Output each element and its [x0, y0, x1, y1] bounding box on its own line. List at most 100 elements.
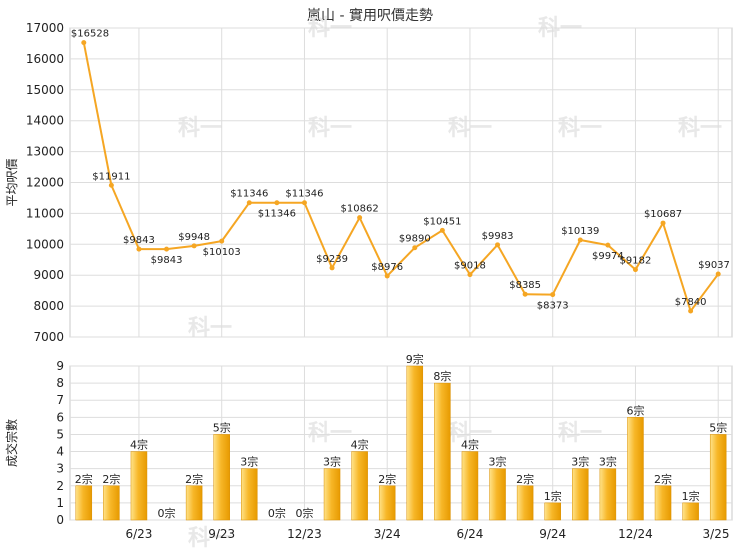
volume-y-tick-label: 8: [56, 376, 64, 390]
volume-data-label: 3宗: [571, 455, 589, 469]
price-data-label: $11346: [285, 189, 323, 200]
price-point: [495, 242, 501, 248]
price-line-segment: [662, 222, 692, 312]
price-line-segment: [607, 244, 637, 271]
price-data-label: $9843: [123, 235, 155, 246]
watermark-text: 科一: [558, 421, 602, 446]
volume-y-axis-label: 成交宗數: [4, 419, 19, 467]
price-line-segment: [634, 222, 664, 271]
volume-bar: [461, 451, 479, 521]
volume-bar: [682, 502, 699, 521]
price-point: [191, 243, 197, 249]
x-tick-label: 9/24: [539, 527, 566, 541]
volume-bar: [654, 485, 672, 521]
volume-panel: 0 1 2 3 4 5 6 7 8 9 成交宗數 2宗 2宗 4宗 0宗 2宗 5宗 3宗 0宗 0宗 3宗 4宗 2宗 9宗…: [4, 352, 733, 541]
volume-bar: [599, 468, 617, 521]
volume-data-label: 3宗: [489, 455, 507, 469]
price-point: [329, 265, 335, 271]
volume-data-label: 1宗: [682, 489, 700, 503]
volume-y-tick-label: 3: [56, 462, 64, 476]
chart-title: 嵐山 - 實用呎價走勢: [307, 7, 433, 24]
price-point: [136, 246, 142, 252]
volume-y-tick-label: 0: [56, 513, 64, 527]
price-data-label: $9843: [151, 255, 183, 266]
volume-y-tick-label: 4: [56, 445, 64, 459]
price-line-segment: [110, 184, 140, 250]
x-tick-label: 6/24: [456, 527, 483, 541]
x-tick-label: 9/23: [208, 527, 235, 541]
price-point: [384, 273, 390, 279]
price-data-label: $9890: [399, 234, 431, 245]
price-y-tick-label: 10000: [26, 237, 64, 251]
price-point: [688, 308, 694, 314]
price-y-tick-label: 15000: [26, 83, 64, 97]
price-panel: 7000 8000 9000 10000 11000 12000 13000 14000 150…: [5, 21, 733, 344]
volume-data-label: 2宗: [516, 472, 534, 486]
price-line-segment: [689, 273, 720, 312]
volume-data-label: 2宗: [185, 472, 203, 486]
volume-bar: [572, 468, 589, 521]
volume-data-label: 0宗: [268, 506, 286, 520]
price-data-label: $10103: [203, 247, 241, 258]
price-data-label: $8385: [509, 280, 541, 291]
price-data-label: $10139: [561, 226, 599, 237]
price-point: [246, 200, 252, 206]
price-point: [439, 227, 445, 233]
volume-data-label: 3宗: [323, 455, 341, 469]
volume-bar: [213, 434, 230, 521]
price-point: [357, 215, 363, 221]
price-point: [108, 182, 114, 188]
volume-data-label: 1宗: [544, 489, 562, 503]
volume-data-label: 2宗: [654, 472, 672, 486]
price-line-segment: [414, 229, 443, 249]
volume-data-label: 2宗: [75, 472, 93, 486]
price-line-segment: [303, 202, 333, 269]
price-y-tick-label: 12000: [26, 176, 64, 190]
price-data-label: $10687: [644, 209, 682, 220]
volume-data-label: 3宗: [240, 455, 258, 469]
volume-y-tick-label: 1: [56, 496, 64, 510]
price-line-segment: [469, 244, 499, 276]
price-data-label: $10862: [341, 204, 379, 215]
volume-data-label: 3宗: [599, 455, 617, 469]
price-data-label: $8373: [537, 301, 569, 312]
price-line-segment: [166, 244, 195, 251]
volume-data-label: 0宗: [295, 506, 313, 520]
price-point: [164, 246, 170, 252]
price-data-label: $11346: [230, 189, 268, 200]
price-point: [715, 271, 721, 277]
price-line-segment: [193, 240, 222, 247]
volume-data-label: 4宗: [351, 438, 369, 452]
volume-data-label: 2宗: [378, 472, 396, 486]
price-line-segment: [331, 217, 361, 269]
price-line-segment: [358, 217, 389, 277]
volume-bar: [489, 468, 506, 521]
price-y-tick-label: 8000: [33, 299, 64, 313]
volume-bar: [185, 485, 203, 521]
x-tick-label: 3/24: [374, 527, 401, 541]
volume-data-label: 4宗: [130, 438, 148, 452]
volume-data-label: 5宗: [709, 420, 727, 434]
volume-data-label: 4宗: [461, 438, 479, 452]
watermark-text: 科一: [178, 116, 222, 141]
volume-data-label: 8宗: [433, 369, 451, 383]
price-point: [660, 220, 666, 226]
price-y-axis-label: 平均呎價: [5, 158, 19, 206]
price-point: [81, 40, 87, 46]
watermark-text: 科一: [678, 116, 722, 141]
price-data-label: $9037: [698, 260, 730, 271]
price-point: [522, 291, 528, 297]
volume-bar: [378, 485, 396, 521]
price-data-label: $10451: [423, 216, 461, 227]
price-line-segment: [441, 229, 471, 276]
price-data-label: $7840: [675, 297, 707, 308]
price-data-label: $9239: [316, 254, 348, 265]
volume-bar: [130, 451, 148, 521]
volume-y-tick-label: 9: [56, 359, 64, 373]
price-point: [301, 200, 307, 206]
volume-y-tick-label: 5: [56, 427, 64, 441]
price-data-label: $11346: [258, 209, 296, 220]
price-data-label: $9018: [454, 261, 486, 272]
